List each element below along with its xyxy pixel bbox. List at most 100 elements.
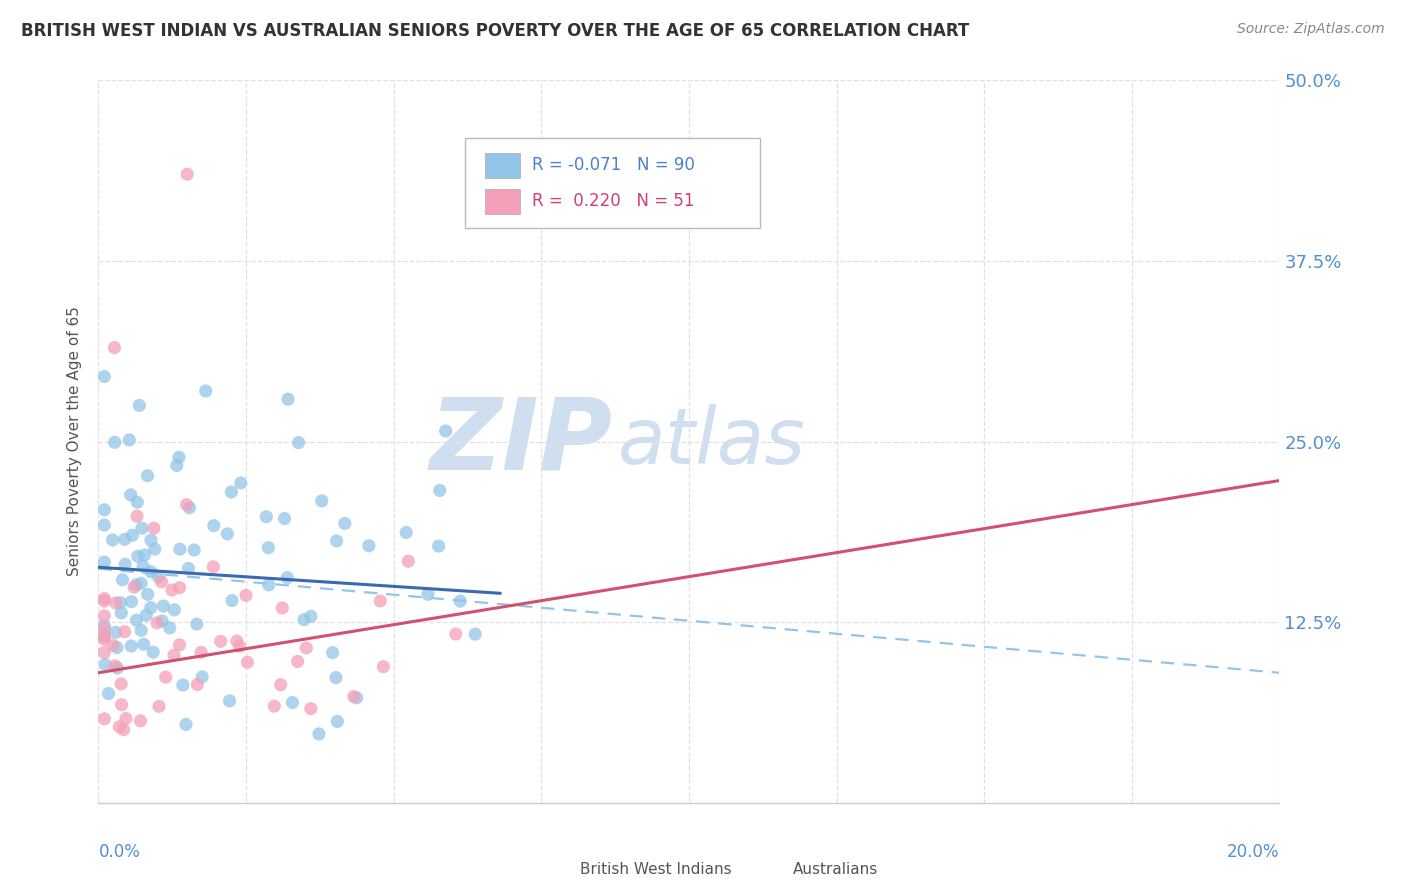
- Point: [150, 614, 173, 628]
- Point: [179, 500, 201, 515]
- Point: [325, 533, 347, 548]
- Point: [107, 661, 129, 675]
- Bar: [485, 188, 520, 214]
- Point: [160, 582, 183, 597]
- Point: [395, 525, 418, 540]
- Point: [325, 671, 347, 685]
- Point: [104, 659, 127, 673]
- Text: R =  0.220   N = 51: R = 0.220 N = 51: [531, 192, 695, 210]
- Text: atlas: atlas: [619, 403, 806, 480]
- Point: [110, 596, 132, 610]
- Point: [308, 727, 330, 741]
- Point: [139, 533, 162, 548]
- Point: [155, 670, 177, 684]
- Point: [326, 714, 349, 729]
- Point: [163, 648, 186, 663]
- Point: [287, 435, 309, 450]
- Point: [373, 659, 395, 673]
- Point: [333, 516, 356, 531]
- Point: [114, 533, 136, 547]
- Point: [120, 639, 142, 653]
- Point: [93, 369, 115, 384]
- Point: [235, 588, 257, 602]
- Point: [136, 587, 159, 601]
- Point: [146, 615, 169, 630]
- Point: [93, 622, 115, 636]
- Point: [121, 528, 143, 542]
- Point: [132, 559, 155, 574]
- Point: [111, 573, 134, 587]
- Point: [129, 714, 152, 728]
- Point: [368, 594, 391, 608]
- Point: [120, 595, 142, 609]
- Point: [427, 539, 450, 553]
- Point: [221, 485, 243, 500]
- Point: [125, 509, 148, 524]
- Point: [139, 600, 162, 615]
- Point: [194, 384, 217, 398]
- Point: [93, 608, 115, 623]
- Point: [257, 541, 280, 555]
- Point: [93, 628, 115, 642]
- Point: [93, 591, 115, 606]
- Point: [186, 617, 208, 632]
- Point: [93, 518, 115, 533]
- Point: [148, 570, 170, 584]
- Point: [287, 655, 309, 669]
- Point: [104, 596, 127, 610]
- Point: [281, 696, 304, 710]
- Point: [114, 624, 136, 639]
- Point: [93, 555, 115, 569]
- Point: [104, 435, 127, 450]
- Bar: [748, 859, 783, 880]
- Point: [114, 558, 136, 572]
- Point: [270, 678, 292, 692]
- Point: [132, 637, 155, 651]
- Point: [93, 712, 115, 726]
- Point: [101, 639, 124, 653]
- Point: [94, 657, 117, 672]
- Point: [209, 634, 232, 648]
- Point: [346, 690, 368, 705]
- Point: [118, 433, 141, 447]
- Point: [257, 578, 280, 592]
- Text: Source: ZipAtlas.com: Source: ZipAtlas.com: [1237, 22, 1385, 37]
- Text: BRITISH WEST INDIAN VS AUSTRALIAN SENIORS POVERTY OVER THE AGE OF 65 CORRELATION: BRITISH WEST INDIAN VS AUSTRALIAN SENIOR…: [21, 22, 969, 40]
- Point: [135, 608, 157, 623]
- Point: [277, 392, 299, 407]
- Point: [177, 561, 200, 575]
- Point: [110, 606, 132, 620]
- Point: [166, 458, 188, 473]
- Point: [148, 699, 170, 714]
- Point: [169, 542, 191, 557]
- Text: Australians: Australians: [793, 863, 879, 878]
- Point: [143, 542, 166, 557]
- Point: [169, 638, 191, 652]
- Point: [101, 533, 124, 547]
- Point: [150, 574, 173, 589]
- Point: [217, 526, 239, 541]
- Point: [115, 712, 138, 726]
- Point: [142, 645, 165, 659]
- Point: [263, 699, 285, 714]
- Point: [93, 630, 115, 644]
- Point: [93, 594, 115, 608]
- Point: [254, 509, 277, 524]
- Point: [444, 627, 467, 641]
- FancyBboxPatch shape: [464, 138, 759, 228]
- Point: [167, 450, 190, 465]
- Point: [190, 645, 212, 659]
- Point: [105, 640, 128, 655]
- Text: 0.0%: 0.0%: [98, 843, 141, 861]
- Point: [129, 576, 152, 591]
- Point: [169, 581, 191, 595]
- Point: [159, 621, 181, 635]
- Point: [128, 398, 150, 412]
- Bar: [536, 859, 571, 880]
- Point: [93, 646, 115, 660]
- Point: [299, 702, 322, 716]
- Point: [125, 613, 148, 627]
- Text: ZIP: ZIP: [429, 393, 612, 490]
- Point: [93, 632, 115, 647]
- Point: [191, 670, 214, 684]
